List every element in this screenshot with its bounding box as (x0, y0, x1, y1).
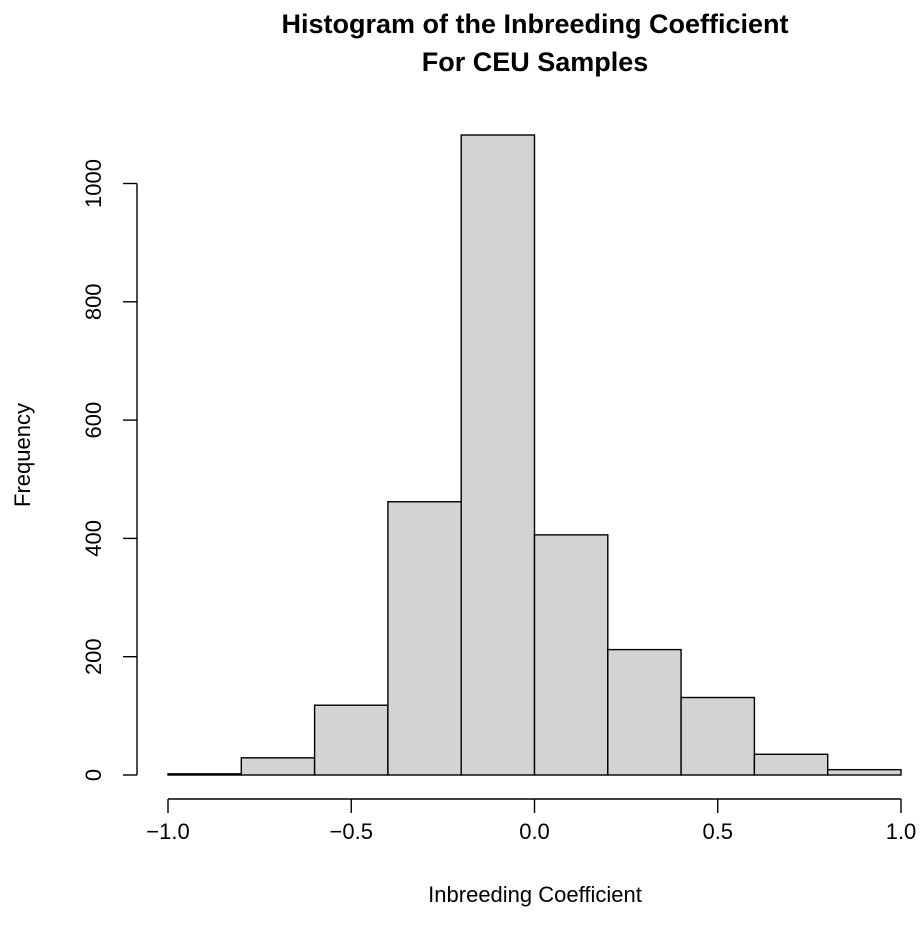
bars-group (167, 134, 902, 776)
x-tick-label-0: −1.0 (146, 819, 189, 844)
x-axis: −1.0 −0.5 0.0 0.5 1.0 (146, 798, 917, 844)
x-tick-label-3: 0.5 (702, 819, 733, 844)
histogram-bar-1 (240, 757, 316, 776)
x-axis-label: Inbreeding Coefficient (428, 882, 642, 907)
histogram-bar-0 (167, 773, 243, 776)
y-axis-label: Frequency (10, 403, 35, 507)
histogram-bar-3 (387, 501, 462, 776)
histogram-bar-5 (533, 534, 609, 776)
histogram-bar-2 (313, 704, 389, 776)
y-tick-label-2: 400 (81, 520, 106, 557)
chart-title-line2: For CEU Samples (422, 47, 649, 77)
chart-title-line1: Histogram of the Inbreeding Coefficient (281, 9, 788, 39)
histogram-bar-8 (753, 753, 829, 776)
y-tick-label-3: 600 (81, 402, 106, 439)
histogram-bar-9 (827, 768, 902, 776)
x-tick-label-2: 0.0 (519, 819, 550, 844)
y-axis: 0 200 400 600 800 1000 (81, 159, 138, 781)
x-tick-label-4: 1.0 (886, 819, 917, 844)
y-tick-label-1: 200 (81, 638, 106, 675)
y-tick-label-5: 1000 (81, 159, 106, 208)
y-tick-label-0: 0 (81, 769, 106, 781)
histogram-bar-7 (680, 696, 756, 776)
histogram-bar-6 (607, 648, 682, 776)
y-tick-label-4: 800 (81, 283, 106, 320)
histogram-bar-4 (460, 134, 536, 776)
x-tick-label-1: −0.5 (330, 819, 373, 844)
